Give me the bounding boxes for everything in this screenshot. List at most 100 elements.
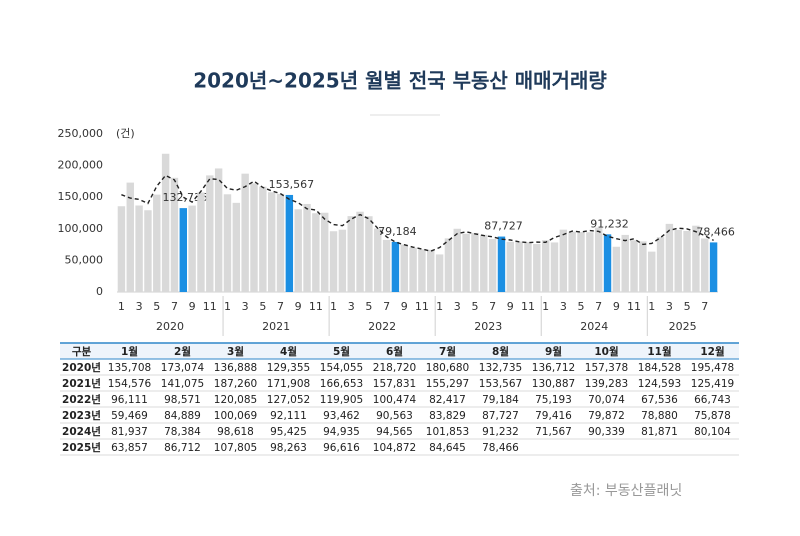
table-header-cell: 3월 — [227, 345, 244, 358]
x-group-label: 2021 — [262, 320, 290, 333]
bar — [453, 228, 461, 292]
bar — [577, 232, 585, 292]
table-cell: 171,908 — [267, 378, 310, 390]
x-tick-label: 1 — [224, 300, 231, 313]
table-cell: 78,466 — [482, 442, 519, 454]
table-cell: 101,853 — [426, 426, 469, 438]
bar — [612, 246, 621, 292]
table-cell: 124,593 — [638, 378, 681, 390]
table-cell: 187,260 — [214, 378, 257, 390]
x-group-label: 2020 — [156, 320, 184, 333]
data-label: 79,184 — [378, 225, 417, 238]
x-tick-label: 3 — [348, 300, 355, 313]
bar — [338, 229, 347, 292]
bar — [117, 206, 126, 292]
table-cell: 107,805 — [214, 442, 257, 454]
bar — [356, 211, 364, 292]
bar — [621, 234, 629, 292]
bar — [515, 241, 523, 292]
y-tick-label: 0 — [96, 285, 103, 298]
data-label: 91,232 — [590, 217, 629, 230]
x-tick-label: 3 — [666, 300, 673, 313]
bar — [285, 194, 294, 292]
bar — [382, 239, 391, 292]
table-cell: 98,263 — [270, 442, 307, 454]
x-tick-label: 1 — [330, 300, 337, 313]
x-tick-label: 9 — [507, 300, 514, 313]
bar — [250, 183, 258, 292]
table-cell: 90,339 — [588, 426, 625, 438]
x-tick-label: 5 — [471, 300, 478, 313]
bar — [444, 238, 453, 292]
bar — [144, 210, 152, 292]
bar — [639, 241, 647, 292]
table-row-header: 2024년 — [62, 425, 101, 438]
table-cell: 98,618 — [217, 426, 254, 438]
table-cell: 100,069 — [214, 410, 257, 422]
bar — [329, 231, 338, 292]
bar — [506, 241, 515, 292]
bar — [259, 186, 267, 292]
x-tick-label: 1 — [118, 300, 125, 313]
x-tick-label: 5 — [365, 300, 372, 313]
table-cell: 59,469 — [111, 410, 148, 422]
table-header-cell: 10월 — [594, 345, 618, 358]
table-cell: 96,616 — [323, 442, 360, 454]
table-cell: 136,712 — [532, 362, 575, 374]
x-tick-label: 3 — [242, 300, 249, 313]
table-header-cell: 8월 — [492, 345, 509, 358]
table-header-cell: 4월 — [280, 345, 297, 358]
bar — [550, 242, 559, 292]
bar — [391, 241, 400, 292]
bar — [347, 216, 355, 292]
x-tick-label: 11 — [203, 300, 217, 313]
bar — [214, 168, 223, 292]
table-cell: 84,889 — [164, 410, 201, 422]
table-header-cell: 2월 — [174, 345, 191, 358]
x-tick-label: 9 — [295, 300, 302, 313]
bar — [648, 251, 656, 292]
y-unit: (건) — [116, 127, 135, 140]
table-cell: 154,055 — [320, 362, 363, 374]
bar — [303, 203, 311, 292]
bar — [533, 244, 541, 292]
trend-line — [121, 174, 714, 252]
bar — [665, 223, 674, 292]
table-cell: 100,474 — [373, 394, 417, 406]
bar — [294, 209, 302, 292]
table-header-cell: 6월 — [386, 345, 403, 358]
bar — [692, 225, 700, 292]
table-cell: 75,193 — [535, 394, 572, 406]
x-tick-label: 3 — [454, 300, 461, 313]
table-row-header: 2025년 — [62, 441, 101, 454]
table-cell: 79,416 — [535, 410, 572, 422]
y-tick-label: 200,000 — [58, 159, 104, 172]
table-cell: 130,887 — [532, 378, 575, 390]
data-label: 153,567 — [269, 178, 315, 191]
bar — [471, 232, 479, 292]
bar — [488, 239, 497, 292]
bar — [568, 231, 576, 292]
table-header-cell: 12월 — [700, 345, 724, 358]
table-cell: 157,831 — [373, 378, 416, 390]
bar — [409, 247, 417, 292]
bar — [241, 173, 249, 292]
bar — [320, 212, 329, 292]
table-cell: 78,880 — [641, 410, 678, 422]
table-header-cell: 7월 — [439, 345, 456, 358]
bar — [179, 208, 187, 292]
x-group-label: 2025 — [669, 320, 697, 333]
table-cell: 154,576 — [108, 378, 152, 390]
bar — [559, 229, 568, 292]
bar — [656, 237, 665, 292]
bar — [418, 249, 426, 292]
table-cell: 86,712 — [164, 442, 201, 454]
bar — [374, 228, 382, 292]
bar — [462, 233, 470, 292]
x-tick-label: 7 — [489, 300, 496, 313]
y-tick-label: 100,000 — [58, 222, 104, 235]
table-row-header: 2020년 — [62, 361, 101, 374]
table-cell: 83,829 — [429, 410, 466, 422]
bar — [709, 242, 718, 292]
